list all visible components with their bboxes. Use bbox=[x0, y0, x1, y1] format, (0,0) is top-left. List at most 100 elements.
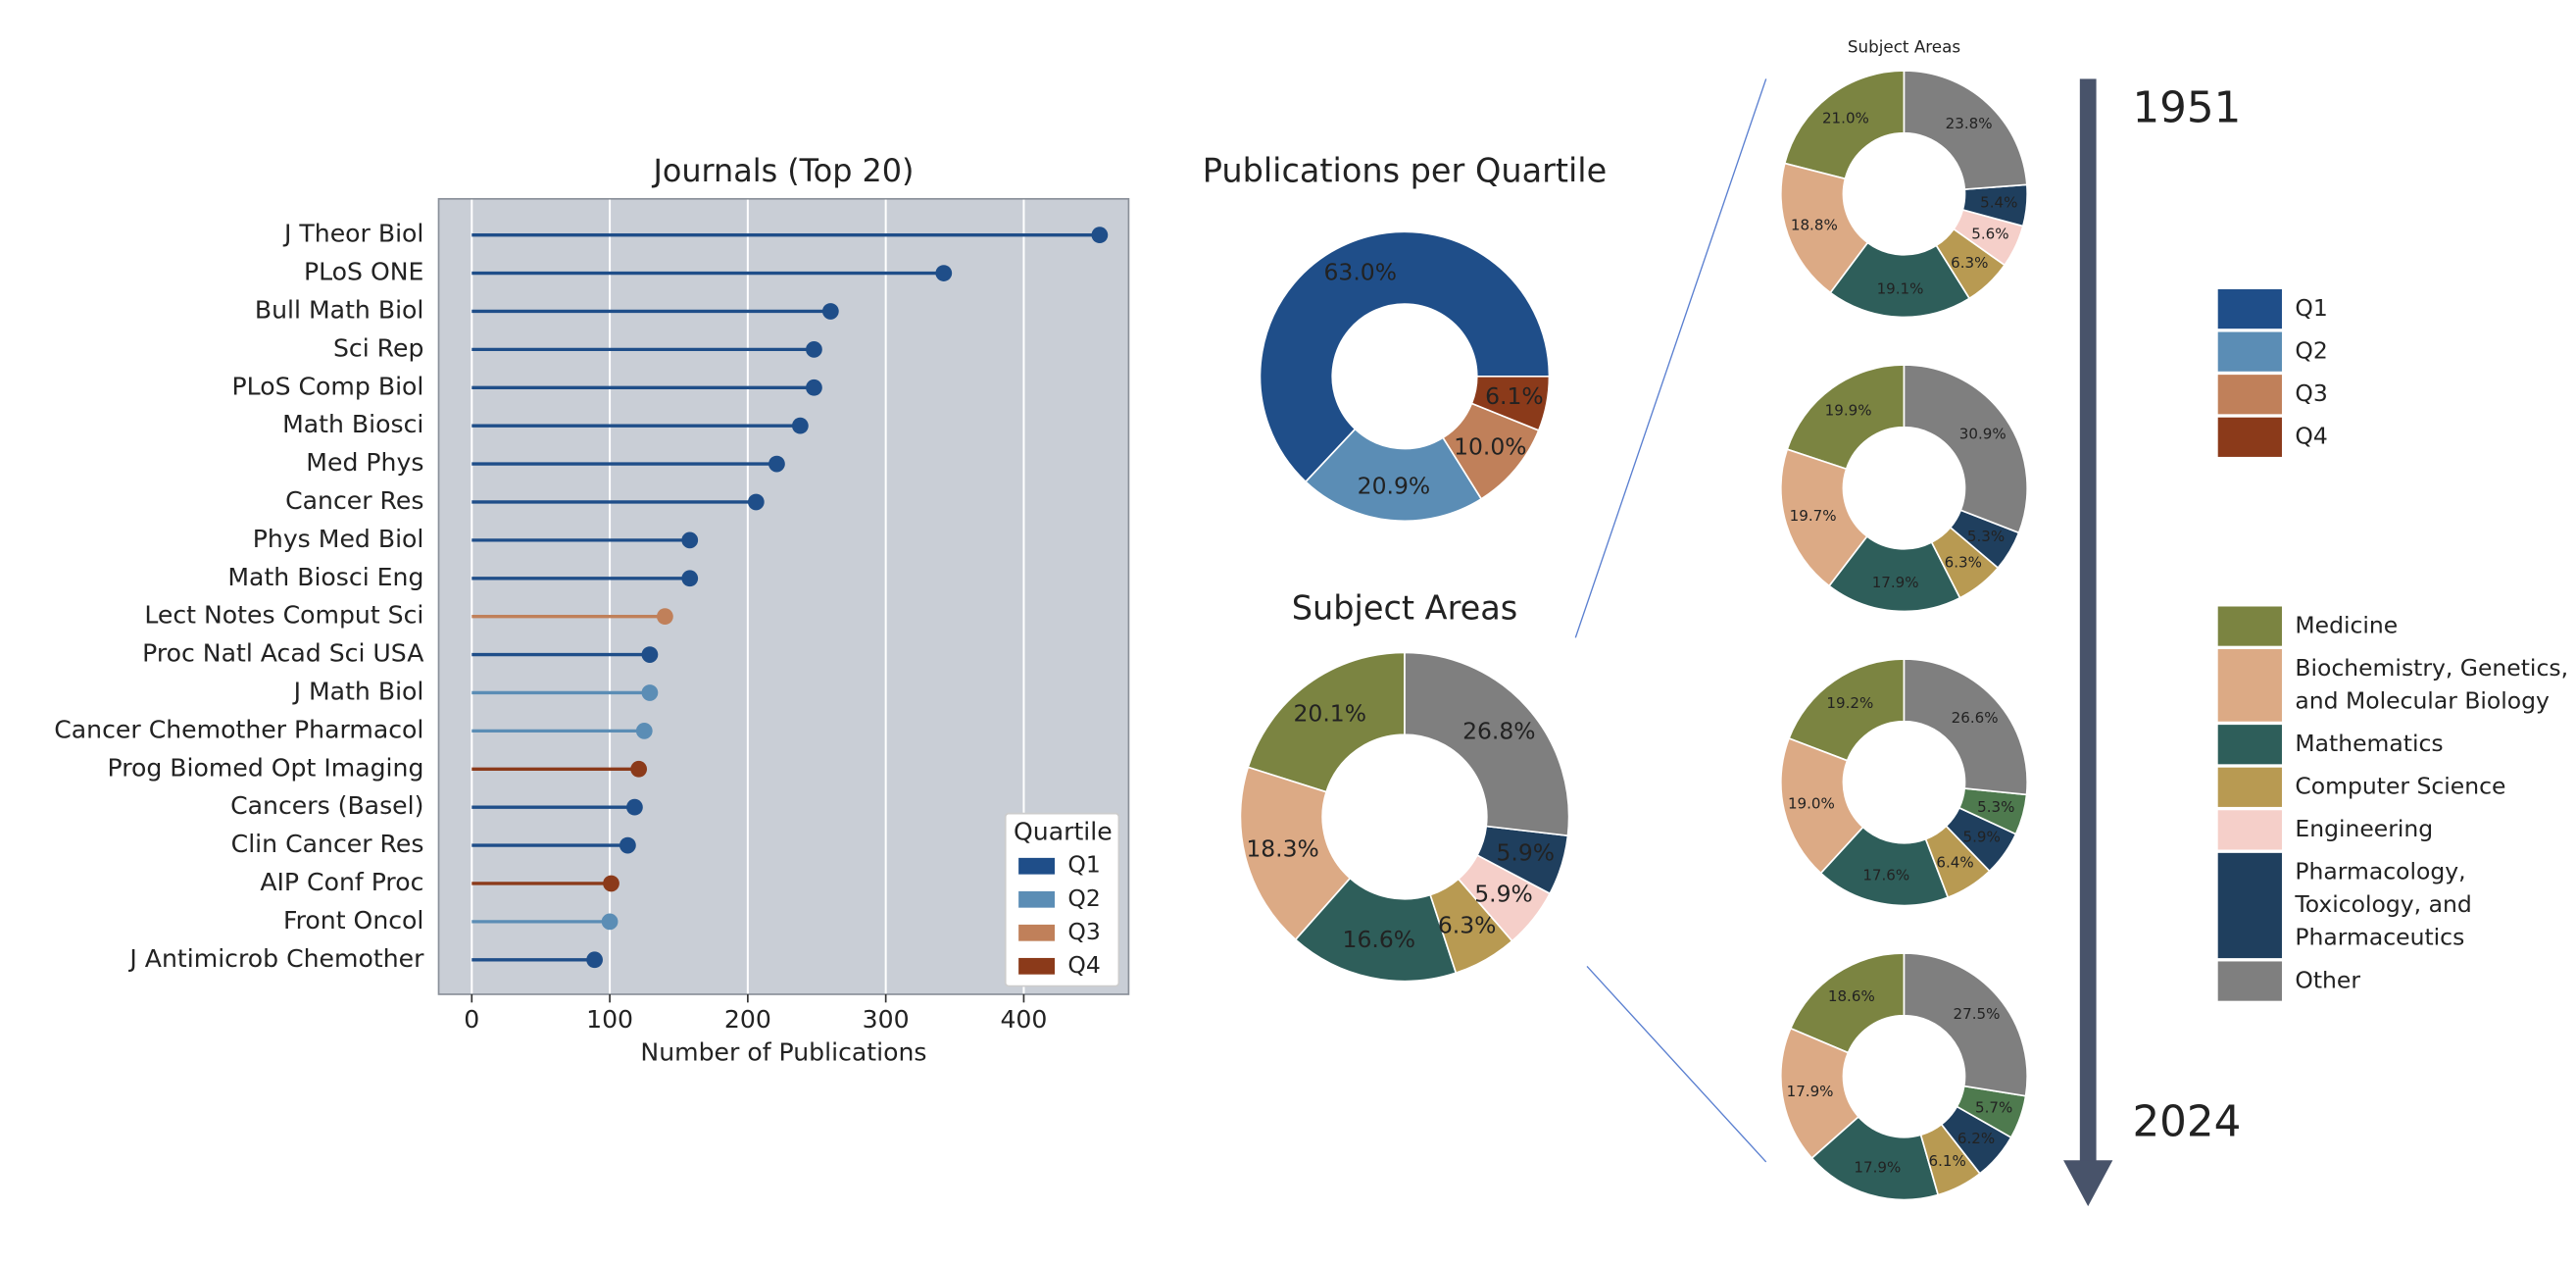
legend-entry: Computer Science bbox=[2217, 767, 2571, 807]
subject-legend: Medicine Biochemistry, Genetics, and Mole… bbox=[2217, 606, 2571, 1001]
legend-swatch bbox=[2217, 417, 2282, 457]
slice bbox=[1247, 651, 1406, 793]
legend-entry: Q3 bbox=[2217, 375, 2571, 415]
y-tick-label: J Antimicrob Chemother bbox=[127, 944, 424, 973]
legend-swatch bbox=[2217, 725, 2282, 765]
y-tick-label: Bull Math Biol bbox=[255, 295, 424, 324]
x-axis-label: Number of Publications bbox=[640, 1037, 926, 1066]
value-label: 17.9% bbox=[1854, 1159, 1901, 1177]
x-tick-label: 200 bbox=[724, 1005, 771, 1034]
value-label: 20.9% bbox=[1358, 473, 1431, 500]
legend-entry: Engineering bbox=[2217, 810, 2571, 850]
legend-swatch bbox=[2217, 375, 2282, 415]
y-tick-label: J Theor Biol bbox=[282, 220, 423, 248]
legend-label: Other bbox=[2295, 968, 2361, 994]
y-tick-label: Math Biosci Eng bbox=[227, 563, 423, 591]
legend-title: Quartile bbox=[1014, 818, 1113, 846]
legend-entry: Pharmacology, Toxicology, and Pharmaceut… bbox=[2217, 852, 2571, 959]
value-label: 6.3% bbox=[1945, 554, 1982, 572]
quartile-legend: Q1 Q2 Q3 Q4 bbox=[2217, 288, 2571, 457]
dot bbox=[641, 684, 659, 701]
dot bbox=[657, 608, 673, 626]
y-tick-label: Lect Notes Comput Sci bbox=[144, 601, 423, 630]
time-arrow bbox=[2079, 78, 2097, 1164]
slice bbox=[1404, 651, 1570, 837]
legend-entry: Q2 bbox=[2217, 331, 2571, 372]
legend-entry: Other bbox=[2217, 961, 2571, 1001]
y-tick-label: Math Biosci bbox=[282, 410, 423, 438]
dot bbox=[1091, 227, 1109, 244]
slice bbox=[1827, 534, 1961, 613]
value-label: 6.4% bbox=[1936, 853, 1973, 871]
dot bbox=[586, 951, 603, 969]
value-label: 63.0% bbox=[1323, 259, 1397, 286]
legend-swatch bbox=[2217, 961, 2282, 1001]
value-label: 5.7% bbox=[1975, 1099, 2012, 1117]
value-label: 5.9% bbox=[1963, 829, 2001, 846]
value-label: 18.8% bbox=[1791, 217, 1838, 234]
value-label: 27.5% bbox=[1954, 1005, 2001, 1023]
legend-swatch bbox=[1018, 857, 1056, 875]
dot bbox=[681, 531, 699, 549]
dot bbox=[768, 455, 785, 473]
dot bbox=[806, 379, 822, 396]
legend-entry: Mathematics bbox=[2217, 725, 2571, 765]
y-tick-label: Med Phys bbox=[306, 448, 423, 477]
x-tick-label: 100 bbox=[586, 1005, 633, 1034]
legend-swatch bbox=[2217, 649, 2282, 722]
value-label: 5.6% bbox=[1971, 226, 2008, 243]
value-label: 5.3% bbox=[1967, 528, 2005, 545]
value-label: 5.3% bbox=[1977, 798, 2014, 816]
value-label: 26.8% bbox=[1462, 718, 1536, 745]
dot bbox=[619, 836, 636, 854]
y-tick-label: Sci Rep bbox=[333, 333, 423, 362]
legend-swatch bbox=[1018, 957, 1056, 975]
legend-label: Q4 bbox=[1067, 951, 1100, 979]
value-label: 10.0% bbox=[1454, 432, 1527, 460]
value-label: 23.8% bbox=[1946, 115, 1993, 132]
value-label: 5.9% bbox=[1474, 881, 1533, 908]
slice bbox=[1810, 1115, 1940, 1201]
dot bbox=[641, 646, 659, 663]
legend-swatch bbox=[1018, 890, 1056, 908]
dot bbox=[681, 570, 699, 587]
y-tick-label: Cancer Res bbox=[285, 486, 423, 515]
y-tick-label: PLoS ONE bbox=[304, 258, 423, 286]
end-label: 2024 bbox=[2132, 1097, 2241, 1146]
y-tick-label: Phys Med Biol bbox=[253, 525, 424, 553]
y-tick-label: PLoS Comp Biol bbox=[232, 372, 424, 400]
y-tick-label: Cancer Chemother Pharmacol bbox=[54, 715, 423, 743]
time-arrow-head bbox=[2063, 1160, 2113, 1207]
dot bbox=[626, 798, 643, 816]
slice bbox=[1786, 364, 1906, 471]
dot bbox=[603, 875, 619, 892]
slice bbox=[1294, 877, 1458, 983]
slice bbox=[1829, 241, 1971, 319]
x-tick-label: 0 bbox=[464, 1005, 479, 1034]
value-label: 30.9% bbox=[1959, 425, 2006, 442]
value-label: 19.1% bbox=[1877, 279, 1924, 297]
dot bbox=[601, 913, 619, 931]
legend-swatch bbox=[2217, 767, 2282, 807]
legend-swatch bbox=[2217, 852, 2282, 959]
start-label: 1951 bbox=[2132, 83, 2241, 132]
value-label: 16.6% bbox=[1343, 926, 1416, 953]
y-tick-label: J Math Biol bbox=[292, 677, 424, 705]
dot bbox=[806, 340, 822, 358]
dot bbox=[821, 303, 839, 320]
value-label: 5.9% bbox=[1496, 839, 1555, 867]
legend-label: Q3 bbox=[2295, 380, 2328, 408]
y-tick-label: Proc Natl Acad Sci USA bbox=[142, 639, 423, 668]
slice bbox=[1779, 736, 1864, 875]
value-label: 6.1% bbox=[1485, 382, 1544, 410]
chart-title: Publications per Quartile bbox=[1203, 151, 1608, 189]
legend-entry: Medicine bbox=[2217, 606, 2571, 646]
value-label: 17.9% bbox=[1787, 1083, 1834, 1100]
legend-entry: Q1 bbox=[2217, 288, 2571, 329]
slice bbox=[1903, 364, 2029, 534]
value-label: 18.6% bbox=[1828, 987, 1875, 1005]
legend-entry: Q4 bbox=[2217, 417, 2571, 457]
slice bbox=[1259, 230, 1551, 483]
legend-swatch bbox=[2217, 606, 2282, 646]
